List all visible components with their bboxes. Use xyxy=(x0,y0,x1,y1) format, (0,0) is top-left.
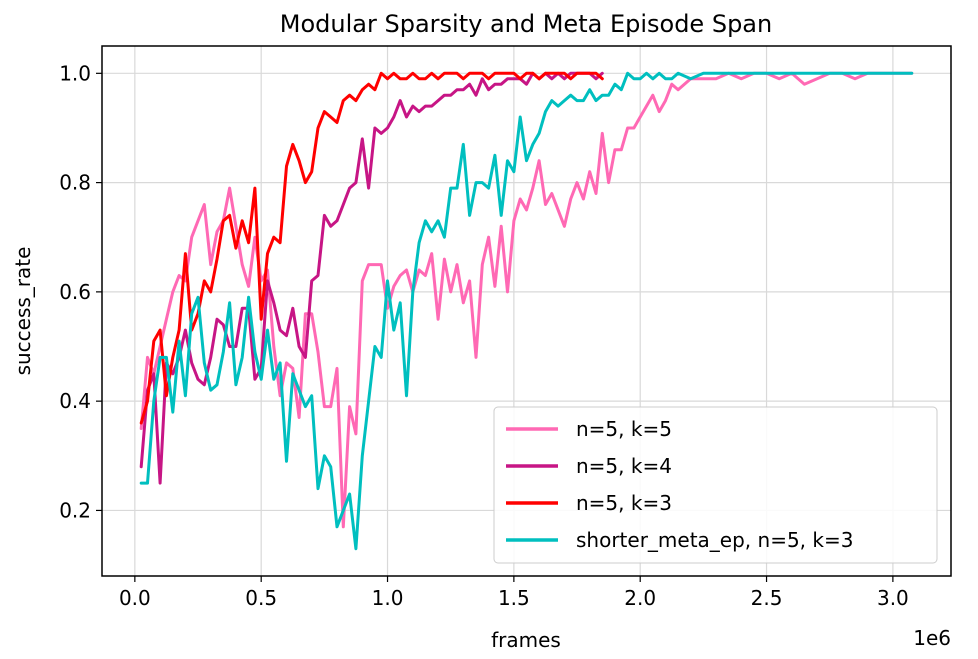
x-tick-label: 1.0 xyxy=(372,586,404,610)
axis-ticks: 0.0 0.5 1.0 1.5 2.0 2.5 3.0 0.2 0.4 0.6 0.8 1.0 xyxy=(59,61,909,610)
legend-label-shorter-meta-ep: shorter_meta_ep, n=5, k=3 xyxy=(576,528,853,552)
series-line-2 xyxy=(139,71,604,425)
legend-box xyxy=(493,406,938,564)
series-layer xyxy=(139,71,914,551)
y-axis-label: success_rate xyxy=(11,247,35,376)
plot-frame xyxy=(101,45,952,577)
y-tick-label: 1.0 xyxy=(59,61,91,85)
y-tick-label: 0.4 xyxy=(59,389,91,413)
legend-label-n5-k4: n=5, k=4 xyxy=(576,454,672,478)
x-tick-label: 1.5 xyxy=(498,586,530,610)
x-tick-label: 2.5 xyxy=(751,586,783,610)
series-line-0 xyxy=(139,71,914,529)
x-tick-label: 2.0 xyxy=(624,586,656,610)
legend: n=5, k=5 n=5, k=4 n=5, k=3 shorter_meta_… xyxy=(493,406,938,564)
x-axis-label: frames xyxy=(491,628,561,652)
x-axis-offset-label: 1e6 xyxy=(913,626,951,650)
x-tick-label: 0.5 xyxy=(245,586,277,610)
y-tick-label: 0.8 xyxy=(59,171,91,195)
y-tick-label: 0.2 xyxy=(59,498,91,522)
y-tick-label: 0.6 xyxy=(59,280,91,304)
chart-title: Modular Sparsity and Meta Episode Span xyxy=(280,10,772,38)
legend-label-n5-k3: n=5, k=3 xyxy=(576,491,672,515)
x-tick-label: 3.0 xyxy=(877,586,909,610)
series-line-1 xyxy=(139,71,604,485)
legend-label-n5-k5: n=5, k=5 xyxy=(576,417,672,441)
series-line-3 xyxy=(139,71,914,551)
x-tick-label: 0.0 xyxy=(119,586,151,610)
